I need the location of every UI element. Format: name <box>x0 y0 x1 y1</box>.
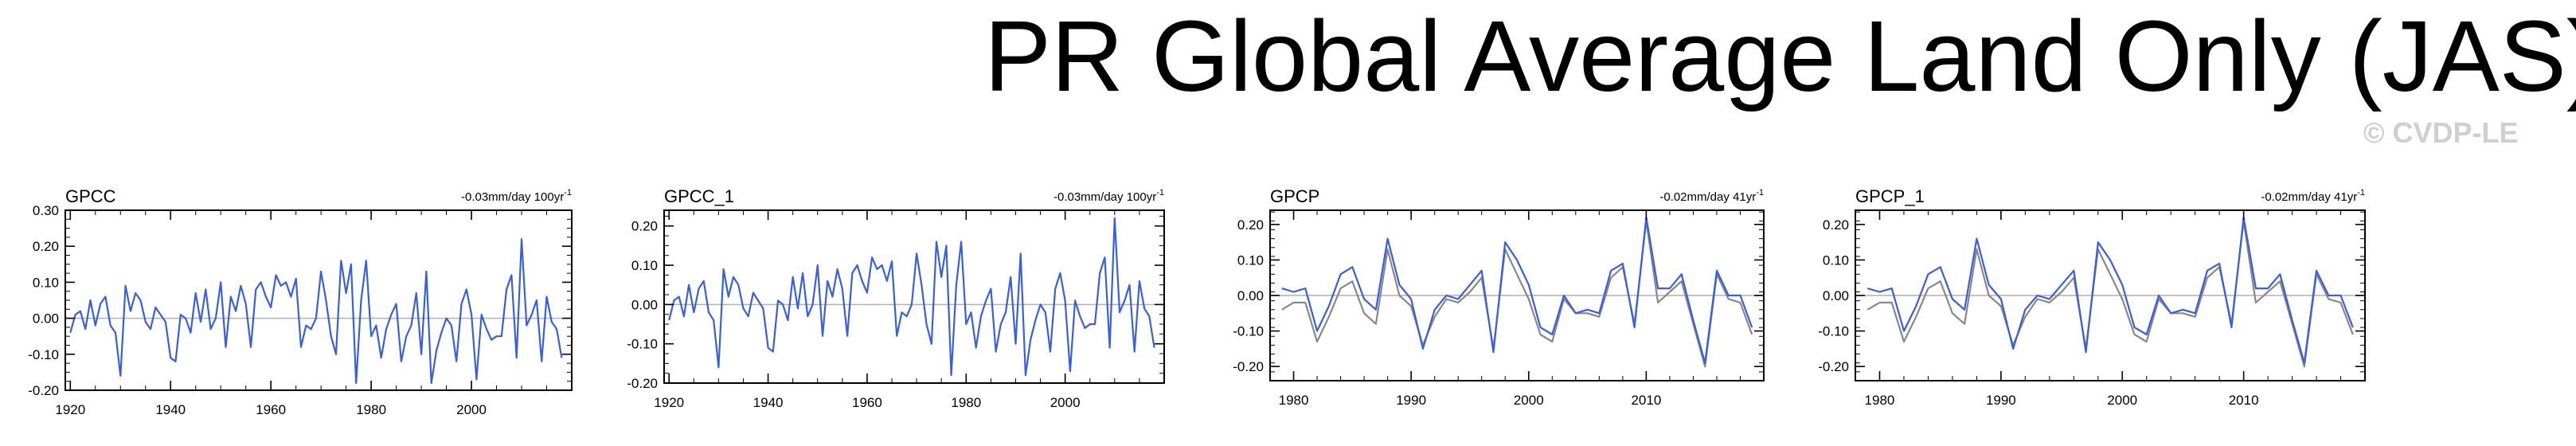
series-line-gpcc <box>1867 220 2354 368</box>
y-tick-label: 0.00 <box>33 311 59 327</box>
plot-frame <box>663 209 1165 384</box>
y-tick-label: -0.20 <box>1818 359 1849 374</box>
y-tick-label: 0.00 <box>1823 288 1849 303</box>
series-line-gpcc <box>69 238 563 385</box>
panel-title: GPCC <box>65 186 116 206</box>
y-tick-label: 0.10 <box>631 258 658 273</box>
trend-label: -0.03mm/day 100yr-1 <box>461 188 572 204</box>
y-tick-label: 0.00 <box>631 297 658 312</box>
y-tick-label: -0.10 <box>627 337 658 352</box>
y-tick-label: 0.30 <box>33 203 59 218</box>
y-tick-label: 0.20 <box>1237 217 1264 233</box>
panel-title: GPCP_1 <box>1855 186 1925 206</box>
chart-panel-4: -0.20 -0.10 0.00 0.10 0.20 1980 1990 2000 2010 GP… <box>1818 186 2366 408</box>
panel-title: GPCP <box>1270 186 1319 206</box>
x-tick-label: 1960 <box>256 402 286 417</box>
y-tick-label: -0.10 <box>28 347 59 362</box>
chart-panel-1: -0.20 -0.10 0.00 0.10 0.20 0.30 1920 1940 1960 19… <box>28 186 573 417</box>
x-tick-label: 1980 <box>356 402 386 417</box>
x-tick-label: 1920 <box>55 402 85 417</box>
y-tick-label: -0.20 <box>1233 359 1264 374</box>
y-tick-label: 0.20 <box>631 219 658 234</box>
x-tick-label: 2010 <box>1631 393 1661 408</box>
x-tick-label: 1980 <box>951 395 981 410</box>
chart-panel-3: -0.20 -0.10 0.00 0.10 0.20 1980 1990 2000 2010 GP… <box>1233 186 1765 408</box>
x-tick-label: 1990 <box>1396 393 1426 408</box>
x-tick-label: 1920 <box>654 395 684 410</box>
x-tick-label: 1980 <box>1279 393 1309 408</box>
chart-panel-2: -0.20 -0.10 0.00 0.10 0.20 1920 1940 1960 1980 20… <box>627 186 1165 410</box>
figure-title: PR Global Average Land Only (JAS) <box>984 0 2576 112</box>
y-tick-label: 0.20 <box>33 239 59 254</box>
y-tick-label: -0.10 <box>1818 324 1849 339</box>
y-tick-label: 0.10 <box>1237 252 1264 268</box>
x-tick-label: 1990 <box>1986 393 2016 408</box>
y-tick-label: -0.20 <box>28 383 59 398</box>
x-tick-label: 2000 <box>2107 393 2137 408</box>
x-tick-label: 2000 <box>1514 393 1544 408</box>
y-tick-label: 0.10 <box>1823 252 1849 268</box>
x-tick-label: 2000 <box>1050 395 1081 410</box>
x-tick-label: 1980 <box>1865 393 1895 408</box>
series-line-gpcp <box>1281 216 1753 364</box>
y-tick-label: 0.00 <box>1237 288 1264 303</box>
series-line-gpcc <box>1281 220 1753 368</box>
y-tick-label: -0.20 <box>627 376 658 391</box>
series-line-gpcc_1 <box>668 217 1155 377</box>
x-tick-label: 2010 <box>2229 393 2259 408</box>
panel-title: GPCC_1 <box>664 186 734 206</box>
watermark-text: © CVDP-LE <box>2363 116 2519 149</box>
y-tick-label: 0.20 <box>1823 217 1849 233</box>
x-tick-label: 1940 <box>155 402 186 417</box>
y-tick-label: 0.10 <box>33 275 59 290</box>
trend-label: -0.03mm/day 100yr-1 <box>1053 188 1164 204</box>
x-tick-label: 1940 <box>753 395 784 410</box>
trend-label: -0.02mm/day 41yr-1 <box>2261 188 2365 204</box>
x-tick-label: 1960 <box>852 395 882 410</box>
series-line-gpcp_1 <box>1867 216 2354 364</box>
y-tick-label: -0.10 <box>1233 324 1264 339</box>
x-tick-label: 2000 <box>456 402 487 417</box>
trend-label: -0.02mm/day 41yr-1 <box>1659 188 1764 204</box>
